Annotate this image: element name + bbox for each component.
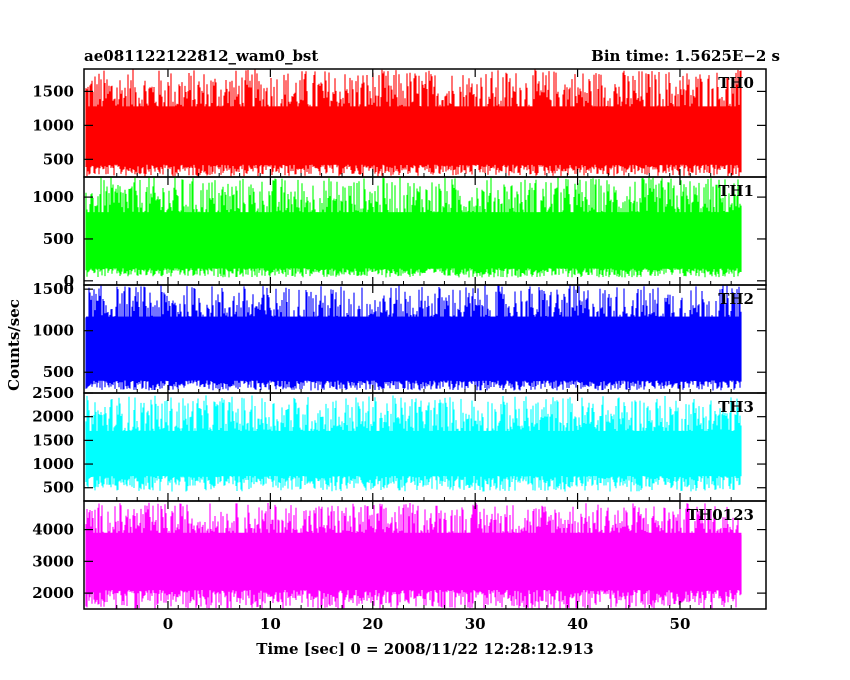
panel-label: TH2	[718, 290, 754, 308]
panel-frame	[83, 500, 767, 610]
y-tick-label: 500	[43, 150, 74, 168]
plot-title: ae081122122812_wam0_bst	[84, 47, 318, 65]
panel-th0123: 2000 3000 4000 TH0123	[32, 500, 767, 610]
series-th2	[85, 285, 742, 391]
series-th0	[85, 69, 742, 177]
x-tick-label: 0	[163, 615, 173, 633]
panel-th2: 500 1000 1500 TH2	[32, 280, 767, 394]
series-envelope	[85, 395, 742, 492]
y-axis-label: Counts/sec	[5, 299, 23, 391]
bin-time-label: Bin time: 1.5625E−2 s	[591, 47, 780, 65]
y-tick-label: 1000	[32, 455, 74, 473]
y-tick-label: 4000	[32, 521, 74, 539]
series-th0123	[85, 502, 742, 609]
panel-label: TH0	[718, 74, 754, 92]
x-tick-label: 40	[567, 615, 588, 633]
panel-th1: 0 500 1000 TH1	[32, 176, 767, 290]
y-tick-label: 1500	[32, 280, 74, 298]
x-axis: 0 10 20 30 40 50	[163, 615, 691, 633]
y-tick-label: 2500	[32, 384, 74, 402]
series-envelope	[85, 69, 742, 177]
y-tick-label: 500	[43, 363, 74, 381]
y-tick-label: 500	[43, 230, 74, 248]
panel-label: TH1	[718, 182, 754, 200]
series-envelope	[85, 502, 742, 609]
y-tick-label: 1500	[32, 431, 74, 449]
y-tick-label: 1000	[32, 188, 74, 206]
y-tick-label: 0	[64, 272, 74, 290]
panel-label: TH3	[718, 398, 754, 416]
y-tick-label: 3000	[32, 552, 74, 570]
series-th3	[85, 395, 742, 492]
series-envelope	[85, 177, 742, 278]
y-tick-label: 2000	[32, 408, 74, 426]
x-tick-label: 30	[465, 615, 486, 633]
x-tick-label: 10	[260, 615, 281, 633]
y-tick-label: 1000	[32, 322, 74, 340]
panel-label: TH0123	[687, 506, 754, 524]
y-tick-label: 500	[43, 479, 74, 497]
panel-th0: 500 1000 1500 TH0	[32, 68, 767, 178]
series-envelope	[85, 285, 742, 391]
y-tick-label: 1500	[32, 82, 74, 100]
x-tick-label: 20	[362, 615, 383, 633]
y-tick-label: 1000	[32, 116, 74, 134]
x-axis-label: Time [sec] 0 = 2008/11/22 12:28:12.913	[256, 640, 593, 658]
x-tick-label: 50	[670, 615, 691, 633]
series-th1	[85, 177, 742, 278]
panel-th3: 500 1000 1500 2000 2500 TH3	[32, 384, 767, 502]
y-tick-label: 2000	[32, 584, 74, 602]
